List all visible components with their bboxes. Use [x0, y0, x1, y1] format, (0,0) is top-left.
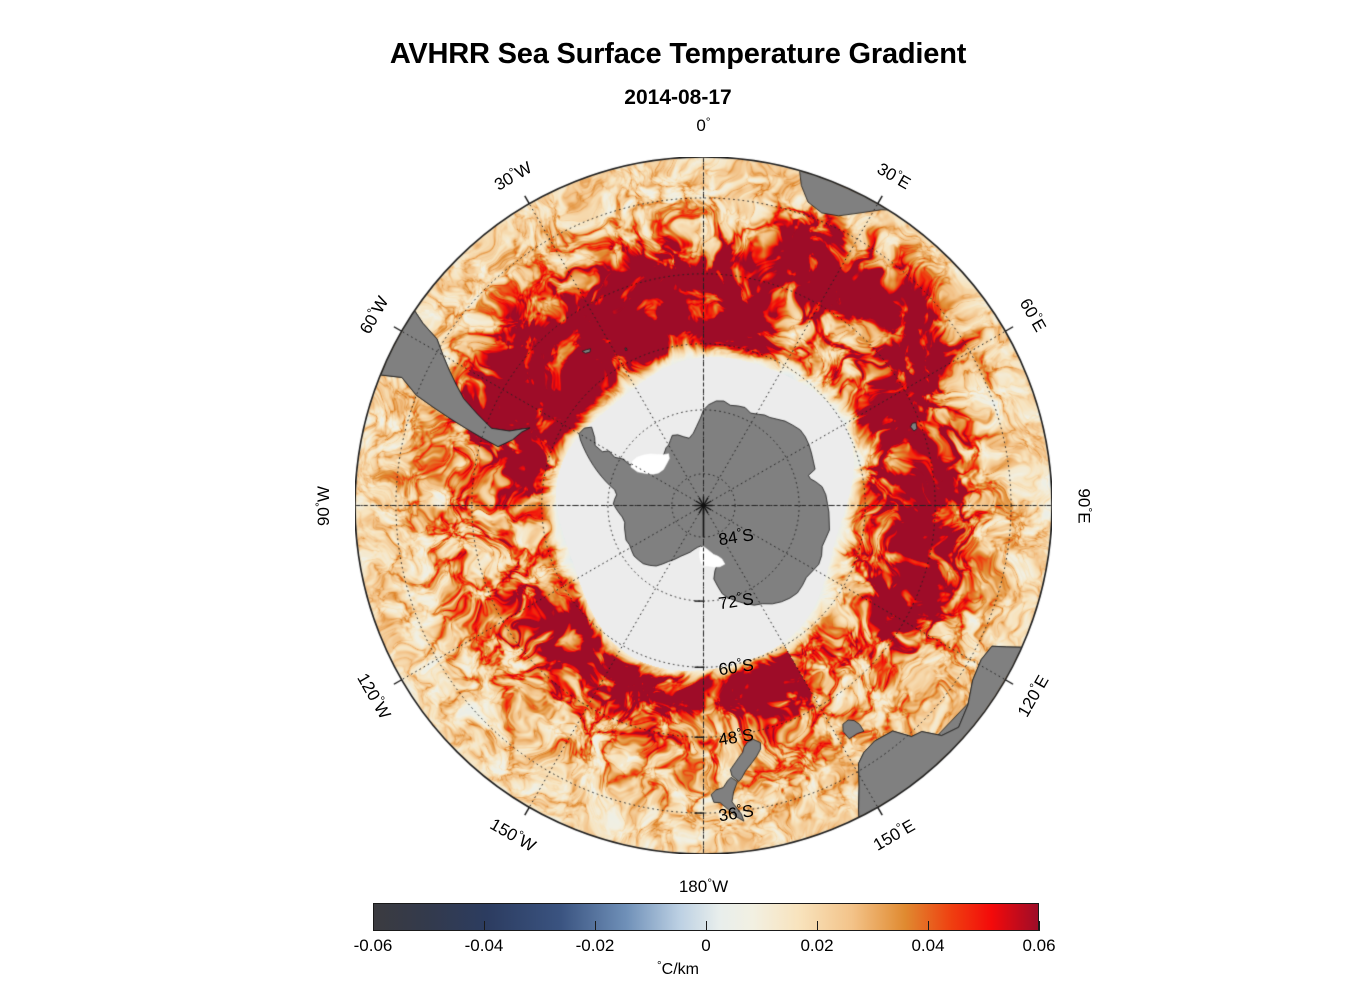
colorbar-tick-label: -0.04 [464, 936, 504, 955]
colorbar-tick [928, 921, 929, 931]
longitude-label: 90°W [312, 485, 333, 526]
colorbar-tick-label: 0.04 [911, 936, 945, 955]
polar-map [355, 157, 1052, 854]
colorbar-unit-label: °C/km [0, 960, 1356, 979]
colorbar-tick-label: 0.06 [1022, 936, 1056, 955]
colorbar-tick [1039, 921, 1040, 931]
longitude-label: 90°E [1074, 487, 1095, 524]
map-graticule-overlay [355, 157, 1052, 854]
colorbar-tick [706, 921, 707, 931]
colorbar-tick [373, 921, 374, 931]
colorbar-unit-text: °C/km [657, 960, 699, 979]
colorbar-tick-label: 0 [701, 936, 711, 955]
longitude-label: 180°W [678, 875, 729, 896]
colorbar-tick-label: -0.06 [353, 936, 393, 955]
page-title: AVHRR Sea Surface Temperature Gradient [389, 38, 967, 70]
page-subtitle: 2014-08-17 [624, 86, 732, 109]
colorbar-tick-label: 0.02 [800, 936, 834, 955]
colorbar[interactable]: -0.06 -0.04 -0.02 0 0.02 0.04 0.06 [354, 903, 1056, 955]
colorbar-tick [595, 921, 596, 931]
colorbar-tick [484, 921, 485, 931]
longitude-label: 0° [696, 114, 711, 135]
colorbar-tick [817, 921, 818, 931]
colorbar-tick-label: -0.02 [575, 936, 615, 955]
